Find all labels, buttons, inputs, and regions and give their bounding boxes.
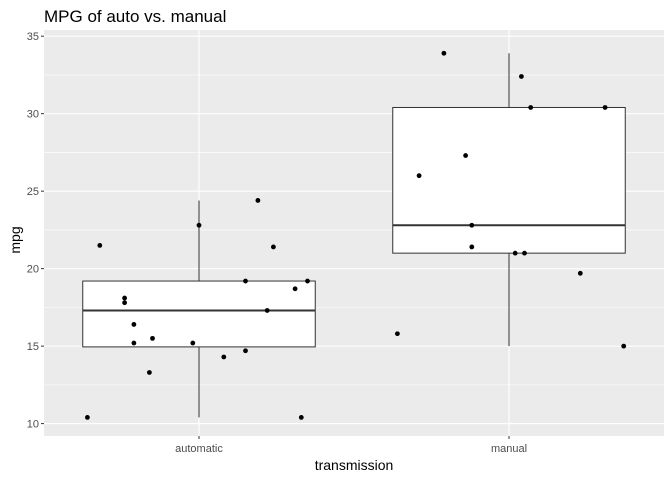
data-point xyxy=(602,105,608,110)
data-point xyxy=(512,250,518,256)
data-point xyxy=(131,340,137,346)
data-point xyxy=(131,322,137,327)
data-point xyxy=(292,286,298,292)
x-tick-label: manual xyxy=(491,443,527,455)
y-tick-label: 20 xyxy=(27,264,39,276)
data-point xyxy=(469,222,475,228)
data-point xyxy=(190,340,196,346)
data-point xyxy=(264,308,270,313)
data-point xyxy=(577,270,583,276)
y-tick-label: 30 xyxy=(27,109,39,121)
data-point xyxy=(463,153,468,158)
iqr-box xyxy=(392,106,626,254)
data-point xyxy=(243,348,248,354)
data-point xyxy=(621,343,627,349)
y-axis: 10 15 20 25 30 35 xyxy=(27,31,44,431)
data-point xyxy=(221,354,227,360)
data-point xyxy=(97,242,103,248)
data-point xyxy=(416,173,422,179)
data-point xyxy=(122,300,127,306)
data-point xyxy=(441,50,447,56)
data-point xyxy=(255,198,261,203)
data-point xyxy=(519,74,524,79)
data-point xyxy=(395,331,400,337)
data-point xyxy=(85,415,90,420)
data-point xyxy=(528,105,534,110)
plot-area xyxy=(44,30,664,436)
data-point xyxy=(522,250,527,256)
data-point xyxy=(469,244,475,250)
data-point xyxy=(305,278,310,284)
data-point xyxy=(147,370,152,375)
data-point xyxy=(150,335,155,341)
x-tick-label: automatic xyxy=(175,443,223,455)
box-manual xyxy=(392,53,626,347)
box-automatic xyxy=(82,200,316,418)
data-point xyxy=(243,278,248,284)
y-tick-label: 35 xyxy=(27,31,39,43)
y-tick-label: 10 xyxy=(27,419,39,431)
x-axis-title: transmission xyxy=(315,457,394,473)
data-point xyxy=(298,415,304,420)
data-point xyxy=(122,295,127,301)
y-axis-title: mpg xyxy=(7,226,23,253)
data-point xyxy=(196,222,202,228)
data-point xyxy=(271,244,276,250)
y-tick-label: 25 xyxy=(27,186,39,198)
iqr-box xyxy=(82,280,316,348)
y-tick-label: 15 xyxy=(27,341,39,353)
x-axis: automatic manual xyxy=(175,436,527,455)
chart-title: MPG of auto vs. manual xyxy=(44,7,226,26)
